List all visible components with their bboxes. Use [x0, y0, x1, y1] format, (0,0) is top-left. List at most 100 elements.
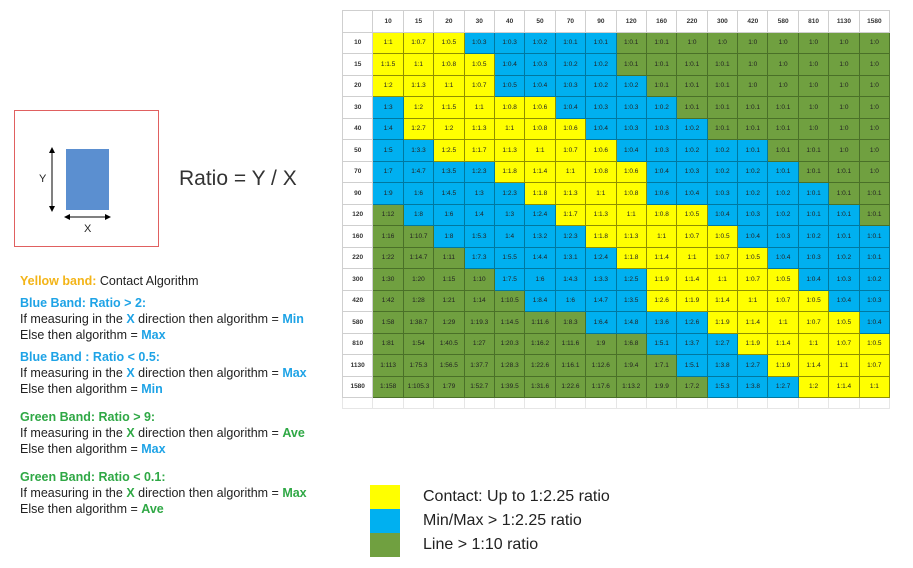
- y-dimension-label: Y: [39, 173, 47, 185]
- ratio-cell: 1:42: [372, 289, 404, 312]
- row-header: 70: [341, 160, 374, 183]
- ratio-cell: 1:5.3: [706, 375, 739, 398]
- ratio-cell: 1:16.1: [554, 354, 587, 377]
- ratio-cell: 1:0.4: [645, 160, 678, 183]
- ratio-cell: 1:1.4: [706, 289, 739, 312]
- ratio-cell: 1:1.8: [585, 225, 617, 248]
- ratio-cell: 1:5.1: [676, 354, 708, 377]
- ratio-cell: 1:0.1: [767, 160, 799, 183]
- ratio-cell: 1:0.8: [493, 96, 526, 119]
- ratio-cell: 1:0: [828, 31, 860, 54]
- column-header: 30: [463, 10, 495, 33]
- empty-cell: [372, 397, 404, 409]
- ratio-cell: 1:0.8: [615, 182, 647, 205]
- ratio-cell: 1:8.4: [524, 289, 556, 312]
- column-header: 20: [433, 10, 465, 33]
- ratio-cell: 1:0.1: [737, 117, 769, 140]
- key-item: Contact: Up to 1:2.25 ratio: [370, 485, 610, 509]
- ratio-cell: 1:1.9: [767, 354, 799, 377]
- ratio-cell: 1:0: [767, 53, 799, 76]
- ratio-cell: 1:0.4: [615, 139, 647, 162]
- ratio-cell: 1:0.2: [676, 117, 708, 140]
- ratio-cell: 1:0: [828, 139, 860, 162]
- ratio-cell: 1:7.5: [493, 268, 526, 291]
- empty-cell: [402, 397, 435, 409]
- empty-cell: [676, 397, 708, 409]
- ratio-cell: 1:1: [645, 225, 678, 248]
- ratio-cell: 1:0.5: [737, 246, 769, 269]
- ratio-cell: 1:105.3: [402, 375, 435, 398]
- ratio-cell: 1:0.1: [828, 225, 860, 248]
- grid-row: 90 1:9 1:6 1:4.5 1:3 1:2.3 1:1.8 1:1.3 1:1 1:0.8 1…: [341, 182, 891, 205]
- ratio-cell: 1:1: [372, 31, 404, 54]
- ratio-cell: 1:0.1: [828, 182, 860, 205]
- ratio-cell: 1:10.5: [493, 289, 526, 312]
- ratio-cell: 1:0.5: [828, 311, 860, 334]
- grid-row: 30 1:3 1:2 1:1.5 1:1 1:0.8 1:0.6 1:0.4 1:0.3 1:0.…: [341, 96, 891, 119]
- ratio-cell: 1:1: [554, 160, 587, 183]
- ratio-cell: 1:0.1: [737, 139, 769, 162]
- ratio-cell: 1:0.5: [767, 268, 799, 291]
- ratio-cell: 1:0.5: [706, 225, 739, 248]
- ratio-cell: 1:1.3: [493, 139, 526, 162]
- ratio-cell: 1:1.8: [615, 246, 647, 269]
- ratio-cell: 1:0.2: [767, 182, 799, 205]
- ratio-cell: 1:0.1: [828, 203, 860, 226]
- column-header: 160: [645, 10, 678, 33]
- ratio-cell: 1:1: [585, 182, 617, 205]
- ratio-cell: 1:3: [493, 203, 526, 226]
- ratio-cell: 1:0.2: [585, 74, 617, 97]
- ratio-cell: 1:0.2: [554, 53, 587, 76]
- ratio-cell: 1:0.7: [828, 332, 860, 355]
- ratio-cell: 1:0.3: [797, 246, 830, 269]
- ratio-cell: 1:0.1: [676, 53, 708, 76]
- ratio-cell: 1:17.6: [585, 375, 617, 398]
- rule-yellow: Yellow band: Contact Algorithm: [20, 273, 350, 289]
- ratio-cell: 1:0: [737, 53, 769, 76]
- ratio-cell: 1:0.5: [493, 74, 526, 97]
- rule-blue-gt: Blue Band: Ratio > 2: If measuring in th…: [20, 295, 350, 343]
- grid-corner: [341, 10, 374, 33]
- ratio-cell: 1:0.3: [645, 139, 678, 162]
- ratio-cell: 1:1: [615, 203, 647, 226]
- ratio-cell: 1:0.1: [858, 182, 891, 205]
- ratio-cell: 1:0.1: [645, 74, 678, 97]
- ratio-cell: 1:8.3: [554, 311, 587, 334]
- ratio-cell: 1:5.3: [463, 225, 495, 248]
- ratio-cell: 1:2: [372, 74, 404, 97]
- ratio-cell: 1:113: [372, 354, 404, 377]
- ratio-cell: 1:1.4: [737, 311, 769, 334]
- ratio-cell: 1:2.7: [706, 332, 739, 355]
- empty-cell: [341, 397, 374, 409]
- ratio-cell: 1:6.8: [615, 332, 647, 355]
- ratio-cell: 1:5.1: [645, 332, 678, 355]
- ratio-cell: 1:0: [828, 53, 860, 76]
- ratio-cell: 1:1: [737, 289, 769, 312]
- ratio-cell: 1:0.3: [706, 182, 739, 205]
- ratio-cell: 1:0.1: [767, 96, 799, 119]
- rule-green-lt-line1: If measuring in the X direction then alg…: [20, 486, 307, 500]
- ratio-cell: 1:1.4: [828, 375, 860, 398]
- ratio-cell: 1:21: [433, 289, 465, 312]
- ratio-cell: 1:2: [402, 96, 435, 119]
- ratio-cell: 1:1.8: [493, 160, 526, 183]
- grid-row: 15 1:1.5 1:1 1:0.8 1:0.5 1:0.4 1:0.3 1:0.2 1:0.2…: [341, 53, 891, 76]
- ratio-cell: 1:1: [493, 117, 526, 140]
- empty-cell: [524, 397, 556, 409]
- ratio-cell: 1:30: [372, 268, 404, 291]
- column-header: 220: [676, 10, 708, 33]
- ratio-cell: 1:158: [372, 375, 404, 398]
- ratio-cell: 1:0.3: [615, 96, 647, 119]
- ratio-cell: 1:0.1: [797, 139, 830, 162]
- ratio-cell: 1:0.3: [493, 31, 526, 54]
- ratio-cell: 1:0.4: [797, 268, 830, 291]
- ratio-cell: 1:0: [797, 53, 830, 76]
- ratio-cell: 1:2.3: [493, 182, 526, 205]
- grid-row: 220 1:22 1:14.7 1:11 1:7.3 1:5.5 1:4.4 1:3.1 1:2…: [341, 246, 891, 269]
- ratio-cell: 1:0: [828, 117, 860, 140]
- ratio-cell: 1:1.3: [402, 74, 435, 97]
- key-swatch: [370, 533, 400, 557]
- ratio-cell: 1:3.5: [615, 289, 647, 312]
- ratio-cell: 1:0.2: [737, 160, 769, 183]
- ratio-cell: 1:2: [797, 375, 830, 398]
